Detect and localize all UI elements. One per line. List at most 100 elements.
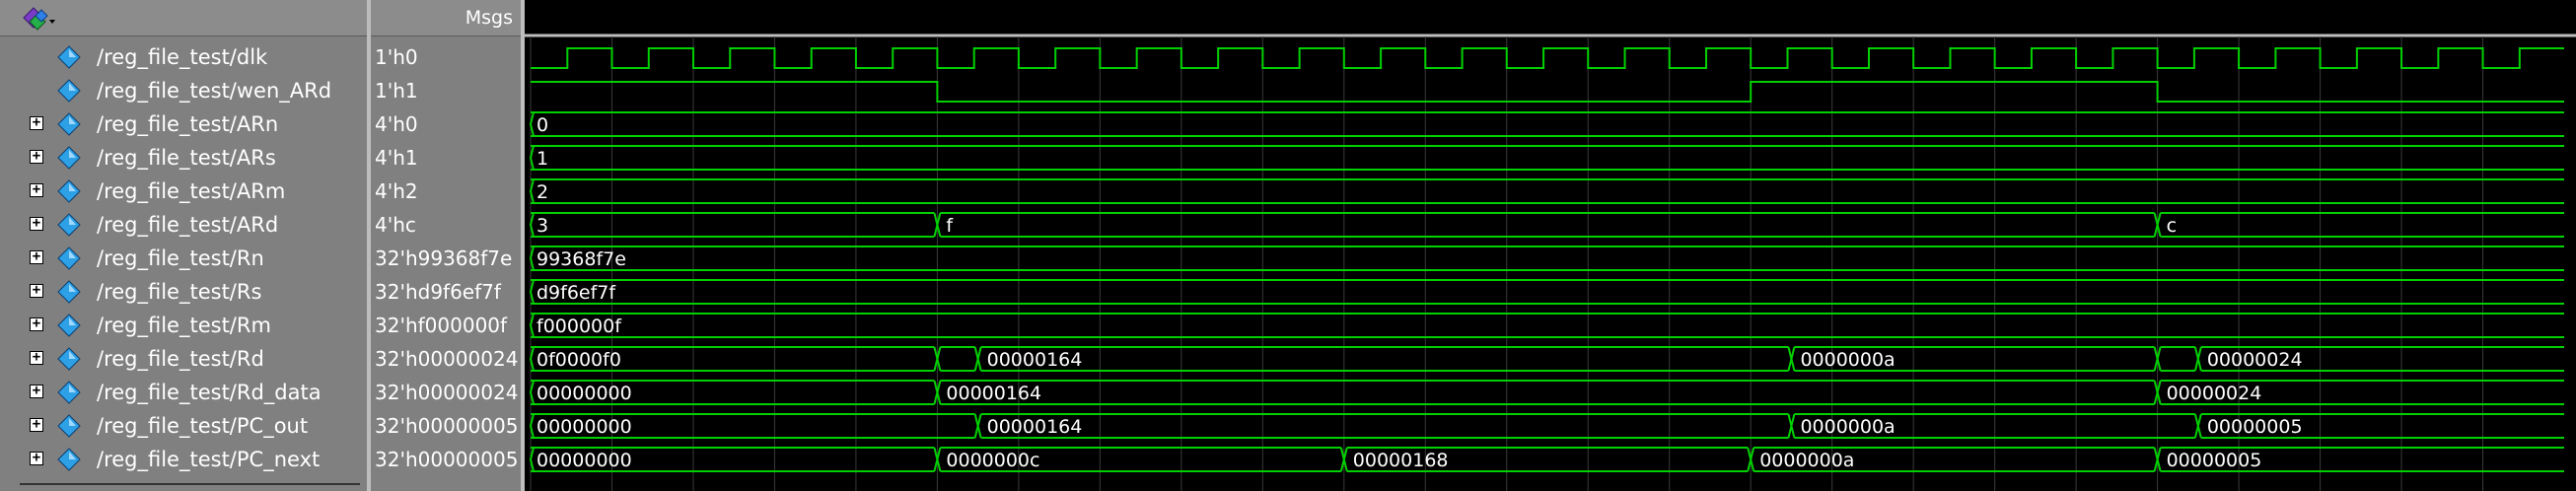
bus-value-label: 0000000c [946,450,1039,471]
waveform-pane[interactable]: 0 1 2 3 f c 99368f7e d9f6ef7f f000000f 0f0000f0 00… [525,0,2576,491]
value-row: 32'h99368f7e [371,242,521,275]
expand-plus-icon[interactable]: + [30,316,43,331]
signal-diamond-icon [57,146,81,170]
value-row: 1'h0 [371,40,521,74]
signal-value-list: 1'h0 1'h1 4'h0 4'h1 4'h2 4'hc 32'h99368f7e 32'h… [371,40,521,476]
bus-value-label: 0000000a [1800,349,1895,371]
bus-transition [2153,447,2162,472]
signal-name: /reg_file_test/Rd_data [97,381,322,404]
signal-row[interactable]: + /reg_file_test/ARs [0,141,367,175]
bus-transition [1747,447,1755,472]
signal-value: 32'h00000024 [375,347,519,371]
bus-value-label: c [2167,215,2177,237]
bus-value-label: 00000005 [2167,450,2262,471]
signal-name: /reg_file_test/Rs [97,280,262,304]
expand-plus-icon[interactable]: + [30,249,43,264]
signal-row[interactable]: + /reg_file_test/ARn [0,107,367,141]
bus-value-label: 00000164 [987,349,1083,371]
bus-transition [933,447,942,472]
bus-value-label: 1 [537,148,548,170]
expand-plus-icon[interactable]: + [30,384,43,398]
signal-values-pane: Msgs 1'h0 1'h1 4'h0 4'h1 4'h2 4'hc 32'h99368f7… [371,0,521,491]
signal-name: /reg_file_test/Rd [97,347,264,371]
values-header: Msgs [371,0,521,36]
bus-transition [933,380,942,405]
signal-name: /reg_file_test/ARs [97,146,276,170]
bus-transition [2153,346,2162,372]
signal-diamond-icon [57,179,81,203]
signal-row[interactable]: /reg_file_test/wen_ARd [0,74,367,107]
signal-diamond-icon [57,45,81,69]
signal-name: /reg_file_test/wen_ARd [97,79,332,103]
signal-row[interactable]: + /reg_file_test/PC_next [0,443,367,476]
bus-transition [2153,380,2162,405]
pane-divider-right[interactable] [521,0,525,491]
signal-value: 4'h1 [375,146,418,170]
bus-transition [2193,413,2202,439]
signal-row[interactable]: + /reg_file_test/PC_out [0,409,367,443]
bus-value-label: 00000000 [537,450,632,471]
signal-row[interactable]: /reg_file_test/dlk [0,40,367,74]
clk-waveform [531,47,2564,69]
signal-value: 1'h0 [375,45,418,69]
signal-diamond-icon [57,414,81,438]
expand-plus-icon[interactable]: + [30,216,43,231]
signal-row[interactable]: + /reg_file_test/Rm [0,309,367,342]
bus-transition [1787,413,1796,439]
bus-start [529,313,535,338]
signal-diamond-icon [57,280,81,304]
expand-plus-icon[interactable]: + [30,283,43,298]
signal-row[interactable]: + /reg_file_test/ARd [0,208,367,242]
bus-transition [2193,346,2202,372]
signal-name: /reg_file_test/PC_out [97,414,309,438]
value-row: 4'h2 [371,175,521,208]
bus-transition [933,346,942,372]
bus-value-label: 00000168 [1353,450,1449,471]
signal-name: /reg_file_test/ARm [97,179,286,203]
bus-start [529,212,535,238]
bus-start [529,178,535,204]
bus-start [529,380,535,405]
names-header [0,0,367,36]
value-row: 1'h1 [371,74,521,107]
signal-row[interactable]: + /reg_file_test/Rn [0,242,367,275]
bus-value-label: 00000024 [2207,349,2303,371]
bus-value-label: 2 [537,181,548,203]
pane-divider-left[interactable] [367,0,371,491]
expand-plus-icon[interactable]: + [30,350,43,365]
expand-plus-icon[interactable]: + [30,182,43,197]
signal-name: /reg_file_test/ARd [97,213,279,237]
bus-value-label: 00000005 [2207,416,2303,438]
bus-value-label: 00000164 [946,383,1041,404]
bus-value-label: 0000000a [1759,450,1854,471]
signal-row[interactable]: + /reg_file_test/Rd [0,342,367,376]
bus-transition [933,212,942,238]
signal-name: /reg_file_test/PC_next [97,448,321,471]
expand-plus-icon[interactable]: + [30,115,43,130]
bus-transition [1787,346,1796,372]
expand-plus-icon[interactable]: + [30,417,43,432]
signal-value: 4'hc [375,213,416,237]
signal-name: /reg_file_test/Rn [97,246,264,270]
wave-format-icon[interactable] [20,4,57,32]
value-row: 4'h0 [371,107,521,141]
signal-diamond-icon [57,347,81,371]
signal-name-list: /reg_file_test/dlk/reg_file_test/wen_ARd… [0,40,367,476]
waveform-canvas[interactable]: 0 1 2 3 f c 99368f7e d9f6ef7f f000000f 0f0000f0 00… [525,0,2576,491]
signal-diamond-icon [57,448,81,471]
signal-diamond-icon [57,314,81,337]
signal-diamond-icon [57,112,81,136]
signal-row[interactable]: + /reg_file_test/Rs [0,275,367,309]
signal-diamond-icon [57,381,81,404]
signal-row[interactable]: + /reg_file_test/ARm [0,175,367,208]
signal-value: 32'h00000024 [375,381,519,404]
bus-start [529,346,535,372]
signal-value: 4'h0 [375,112,418,136]
bus-transition [1339,447,1348,472]
signal-row[interactable]: + /reg_file_test/Rd_data [0,376,367,409]
bus-value-label: 3 [537,215,548,237]
expand-plus-icon[interactable]: + [30,149,43,164]
signal-name: /reg_file_test/dlk [97,45,268,69]
expand-plus-icon[interactable]: + [30,451,43,465]
signal-names-pane: /reg_file_test/dlk/reg_file_test/wen_ARd… [0,0,367,491]
